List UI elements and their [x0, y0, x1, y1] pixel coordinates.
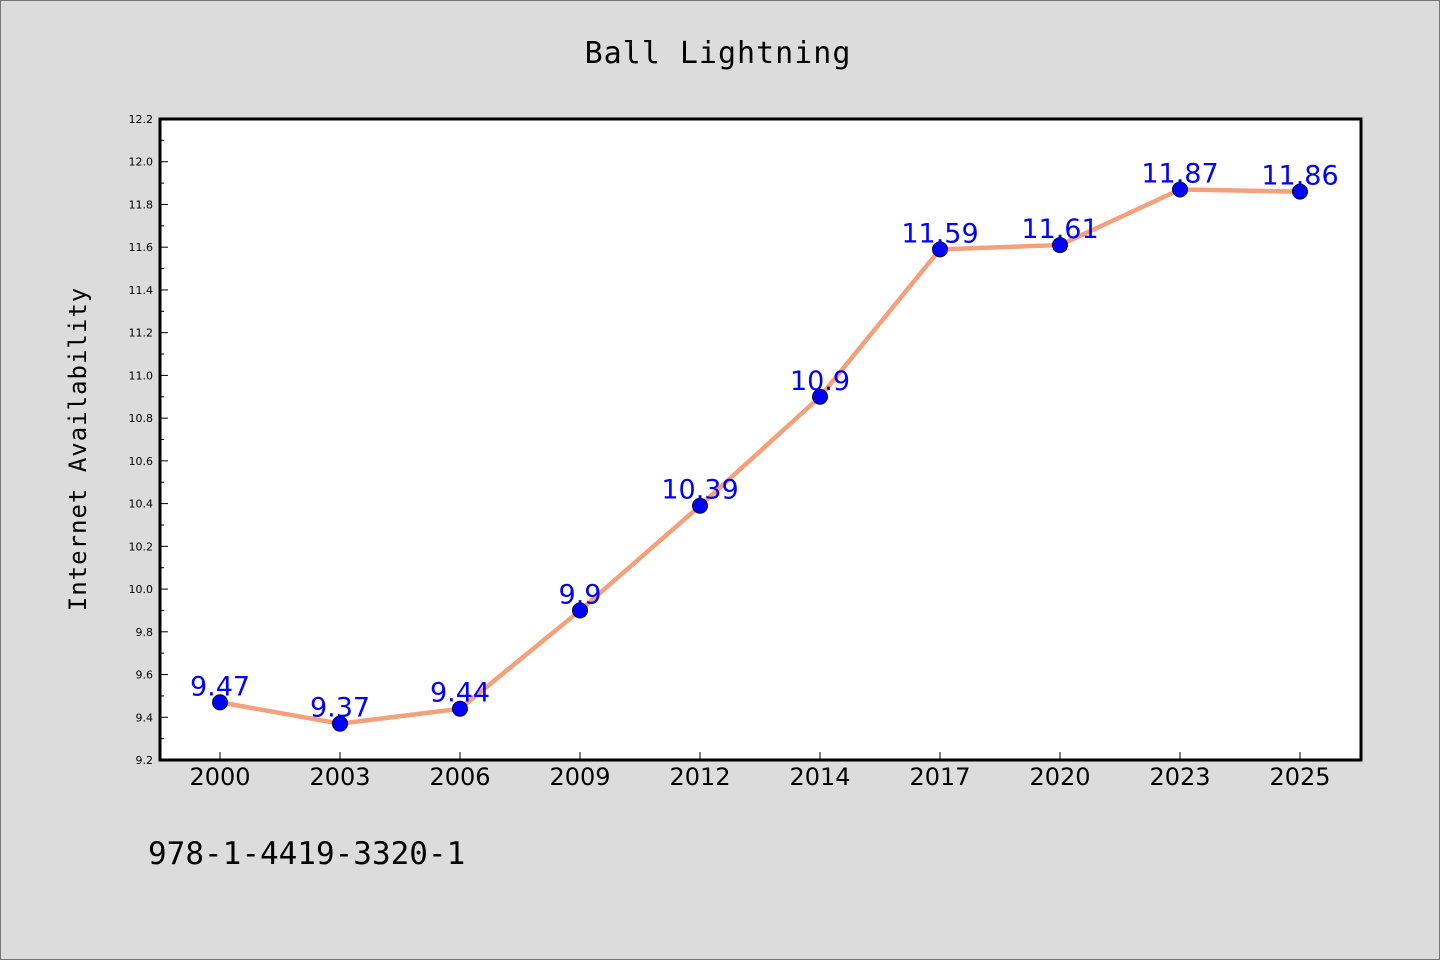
- series-markers-group: [212, 181, 1308, 732]
- y-tick-label: 9.8: [136, 626, 154, 639]
- x-tick-label: 2017: [909, 763, 970, 791]
- data-label: 11.86: [1261, 161, 1338, 192]
- y-tick-label: 9.4: [136, 711, 154, 724]
- y-tick-label: 11.0: [129, 369, 154, 382]
- y-tick-label: 11.8: [129, 198, 154, 211]
- y-axis-label: Internet Availability: [64, 287, 92, 611]
- y-tick-label: 10.4: [129, 498, 154, 511]
- series-line: [217, 187, 1303, 726]
- y-tick-label: 12.0: [129, 156, 154, 169]
- data-label: 10.39: [661, 475, 738, 506]
- isbn-text: 978-1-4419-3320-1: [148, 836, 465, 872]
- x-tick-label: 2023: [1149, 763, 1210, 791]
- data-label: 11.61: [1021, 214, 1098, 245]
- y-tick-label: 10.8: [129, 412, 154, 425]
- x-tick-label: 2003: [309, 763, 370, 791]
- x-tick-label: 2000: [189, 763, 250, 791]
- data-point-marker: [332, 715, 348, 732]
- data-point-marker: [452, 700, 468, 717]
- x-tick-label: 2014: [789, 763, 850, 791]
- y-tick-label: 10.0: [129, 583, 154, 596]
- data-label: 9.47: [190, 671, 250, 702]
- y-tick-label: 11.6: [129, 241, 154, 254]
- data-point-marker: [1172, 181, 1188, 198]
- y-tick-label: 10.2: [129, 540, 154, 553]
- data-label: 9.37: [310, 693, 370, 724]
- x-tick-label: 2020: [1029, 763, 1090, 791]
- data-point-marker: [932, 241, 948, 258]
- data-label: 11.59: [901, 218, 978, 249]
- x-axis-ticks: 2000 2003 2006 2009 2012 2014 2017 2020 2023 2025: [189, 752, 1331, 791]
- x-tick-label: 2025: [1269, 763, 1330, 791]
- y-tick-label: 10.6: [129, 455, 154, 468]
- data-label: 9.44: [430, 678, 490, 709]
- x-tick-label: 2012: [669, 763, 730, 791]
- y-tick-label: 9.2: [136, 754, 154, 767]
- x-tick-label: 2009: [549, 763, 610, 791]
- data-point-marker: [1052, 237, 1068, 254]
- y-axis-ticks: 9.2 9.4 9.6 9.8 10.0 10.2 10.4 10.6 10.8 11.0 11.2…: [129, 113, 168, 767]
- series-line-group: [217, 187, 1303, 726]
- data-point-marker: [692, 497, 708, 514]
- data-label: 10.9: [790, 366, 850, 397]
- data-point-marker: [212, 694, 228, 711]
- y-tick-label: 11.2: [129, 327, 154, 340]
- data-labels-group: 9.47 9.37 9.44 9.9 10.39 10.9 11.59 11.61 11.87 1…: [190, 159, 1339, 724]
- data-point-marker: [572, 602, 588, 619]
- y-tick-label: 9.6: [136, 669, 154, 682]
- chart-title: Ball Lightning: [585, 36, 852, 71]
- y-tick-label: 12.2: [129, 113, 154, 126]
- data-label: 9.9: [559, 579, 602, 610]
- data-point-marker: [812, 388, 828, 405]
- x-tick-label: 2006: [429, 763, 490, 791]
- y-tick-label: 11.4: [129, 284, 154, 297]
- data-label: 11.87: [1141, 159, 1218, 190]
- plot-area: [158, 117, 1363, 762]
- data-point-marker: [1292, 183, 1308, 200]
